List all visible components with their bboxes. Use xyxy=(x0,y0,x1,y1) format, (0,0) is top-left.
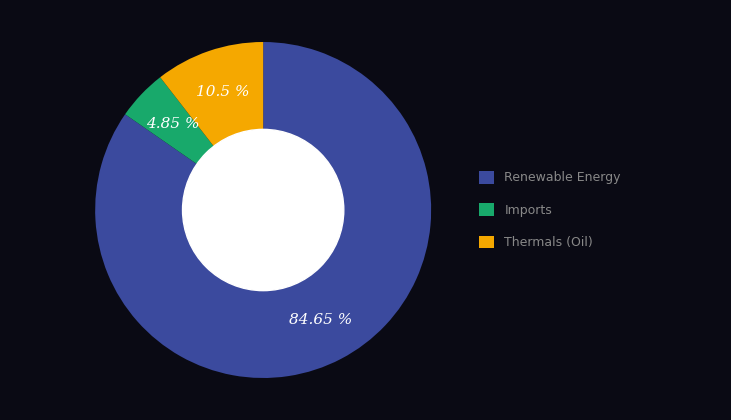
Text: 84.65 %: 84.65 % xyxy=(289,313,352,327)
Wedge shape xyxy=(160,42,263,146)
Text: 4.85 %: 4.85 % xyxy=(146,118,200,131)
Circle shape xyxy=(183,129,344,291)
Text: 10.5 %: 10.5 % xyxy=(196,85,250,100)
Wedge shape xyxy=(125,77,213,164)
Wedge shape xyxy=(95,42,431,378)
Legend: Renewable Energy, Imports, Thermals (Oil): Renewable Energy, Imports, Thermals (Oil… xyxy=(480,171,621,249)
